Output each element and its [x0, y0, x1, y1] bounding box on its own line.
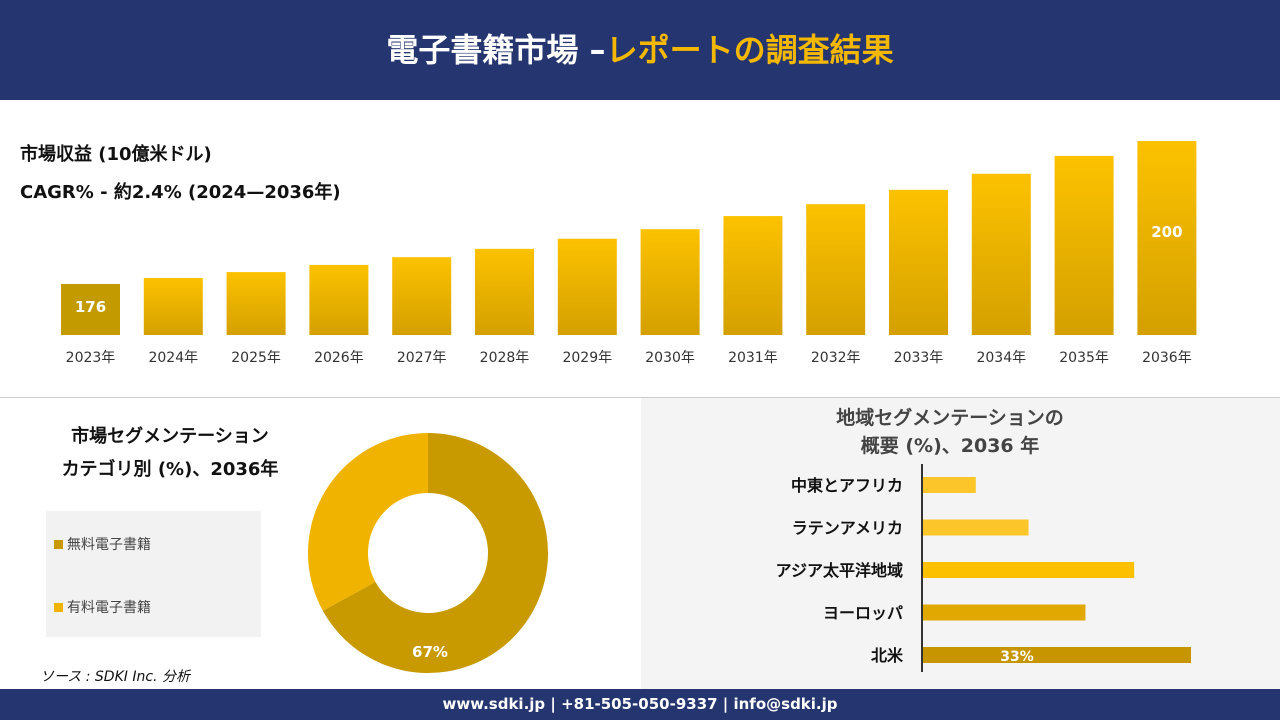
x-tick-label: 2030年: [645, 350, 695, 366]
bar-2035年: [1054, 155, 1114, 335]
bar-2027年: [392, 257, 452, 335]
bar-アジア太平洋地域: [923, 562, 1135, 578]
category-donut-chart: 67%: [307, 433, 548, 673]
x-tick-label: 2026年: [314, 350, 364, 366]
x-tick-label: 2032年: [811, 350, 861, 366]
title-line: 市場セグメンテーション: [71, 426, 269, 447]
y-tick-label: ラテンアメリカ: [792, 519, 903, 538]
x-tick-label: 2033年: [894, 350, 944, 366]
y-tick-label: ヨーロッパ: [823, 604, 903, 623]
bar-2036年: [1137, 141, 1197, 335]
title-main: 電子書籍市場 –: [386, 31, 606, 69]
bar-2032年: [806, 204, 866, 335]
bar-2024年: [143, 278, 203, 335]
footer-contact: www.sdki.jp | +81-505-050-9337 | info@sd…: [0, 689, 1280, 720]
data-label: 176: [75, 298, 106, 316]
bar-2029年: [557, 238, 617, 335]
bar-2034年: [971, 173, 1031, 335]
revenue-chart-title: 市場収益 (10億米ドル): [20, 144, 212, 165]
x-tick-label: 2028年: [480, 350, 530, 366]
category-chart-title: 市場セグメンテーション カテゴリ別 (%)、2036年: [40, 420, 300, 486]
title-line: カテゴリ別 (%)、2036年: [61, 459, 279, 480]
x-tick-label: 2035年: [1059, 350, 1109, 366]
cagr-subtitle: CAGR% - 約2.4% (2024—2036年): [20, 182, 341, 203]
y-tick-label: 中東とアフリカ: [791, 476, 903, 495]
x-tick-label: 2024年: [148, 350, 198, 366]
legend-label: 無料電子書籍: [67, 537, 151, 553]
bar-2033年: [889, 189, 948, 335]
region-chart-title: 地域セグメンテーションの 概要 (%)、2036 年: [790, 404, 1110, 460]
data-label: 200: [1151, 223, 1182, 241]
x-tick-label: 2031年: [728, 350, 778, 366]
title-line: 地域セグメンテーションの: [836, 407, 1064, 429]
x-tick-label: 2025年: [231, 350, 281, 366]
legend-item-free: 無料電子書籍: [54, 534, 151, 554]
bar-2028年: [475, 248, 534, 335]
bar-2030年: [640, 229, 700, 335]
x-tick-label: 2029年: [562, 350, 612, 366]
bar-2023年: [61, 284, 120, 335]
bar-ヨーロッパ: [923, 604, 1086, 621]
legend-label: 有料電子書籍: [67, 600, 151, 616]
revenue-bar-chart: 2023年 176 2024年 2025年 2026年 2027年 2028年 2029年 20…: [61, 141, 1197, 366]
bar-ラテンアメリカ: [923, 519, 1029, 536]
y-tick-label: アジア太平洋地域: [776, 561, 903, 580]
donut-slice-有料電子書籍: [307, 433, 428, 611]
x-tick-label: 2023年: [66, 350, 116, 366]
legend: [46, 511, 261, 637]
bar-2025年: [226, 272, 286, 335]
x-tick-label: 2027年: [397, 350, 447, 366]
bar-北米: [923, 647, 1191, 663]
data-label: 33%: [1000, 649, 1034, 665]
title-accent: レポートの調査結果: [605, 31, 894, 69]
data-label: 67%: [412, 643, 448, 661]
page-title: 電子書籍市場 –レポートの調査結果: [0, 0, 1280, 100]
x-tick-label: 2036年: [1142, 350, 1192, 366]
x-tick-label: 2034年: [976, 350, 1026, 366]
region-panel: [641, 398, 1280, 689]
divider: [0, 397, 1280, 398]
bar-中東とアフリカ: [923, 477, 976, 493]
bar-2031年: [723, 216, 783, 335]
bar-2026年: [309, 264, 369, 335]
y-tick-label: 北米: [871, 646, 904, 665]
donut-slice-無料電子書籍: [322, 433, 548, 673]
title-line: 概要 (%)、2036 年: [860, 435, 1040, 457]
source-note: ソース : SDKI Inc. 分析: [40, 669, 190, 685]
legend-item-paid: 有料電子書籍: [54, 597, 151, 617]
